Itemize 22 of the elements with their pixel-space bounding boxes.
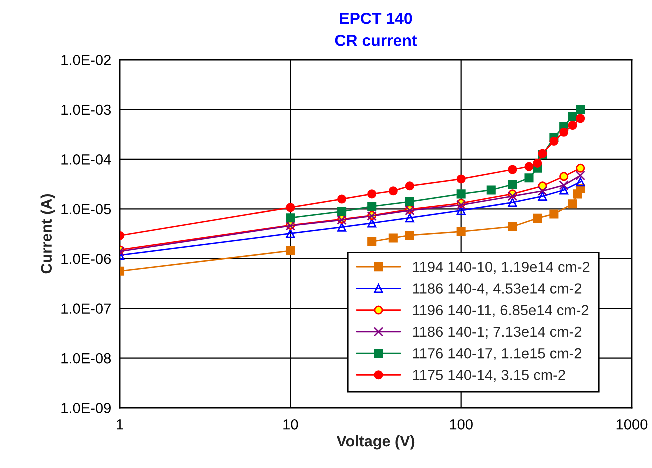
legend-label: 1194 140-10, 1.19e14 cm-2 — [413, 262, 590, 274]
x-tick-label: 100 — [450, 419, 473, 430]
y-tick-label: 1.0E-06 — [62, 254, 112, 264]
x-tick-label: 1 — [117, 420, 124, 430]
legend-label: 1176 140-17, 1.1e15 cm-2 — [413, 348, 582, 360]
chart-title: EPCT 140 — [340, 12, 412, 24]
y-tick-label: 1.0E-05 — [62, 204, 112, 215]
legend-label: 1186 140-1; 7.13e14 cm-2 — [413, 326, 582, 339]
y-tick-label: 1.0E-03 — [62, 104, 112, 116]
y-axis-title: Current (A) — [40, 194, 56, 274]
legend-label: 1186 140-4, 4.53e14 cm-2 — [413, 284, 582, 296]
y-tick-label: 1.0E-08 — [62, 353, 112, 364]
legend-label: 1196 140-11, 6.85e14 cm-2 — [413, 305, 589, 318]
y-tick-label: 1.0E-04 — [62, 154, 112, 165]
y-tick-label: 1.0E-09 — [62, 403, 111, 414]
legend-label: 1175 140-14, 3.15 cm-2 — [413, 370, 566, 382]
x-axis-title: Voltage (V) — [336, 435, 415, 450]
x-tick-label: 10 — [284, 419, 298, 430]
y-tick-label: 1.0E-07 — [62, 304, 111, 314]
y-tick-label: 1.0E-02 — [62, 55, 111, 66]
chart-subtitle: CR current — [335, 34, 418, 46]
x-tick-label: 1000 — [616, 419, 648, 430]
